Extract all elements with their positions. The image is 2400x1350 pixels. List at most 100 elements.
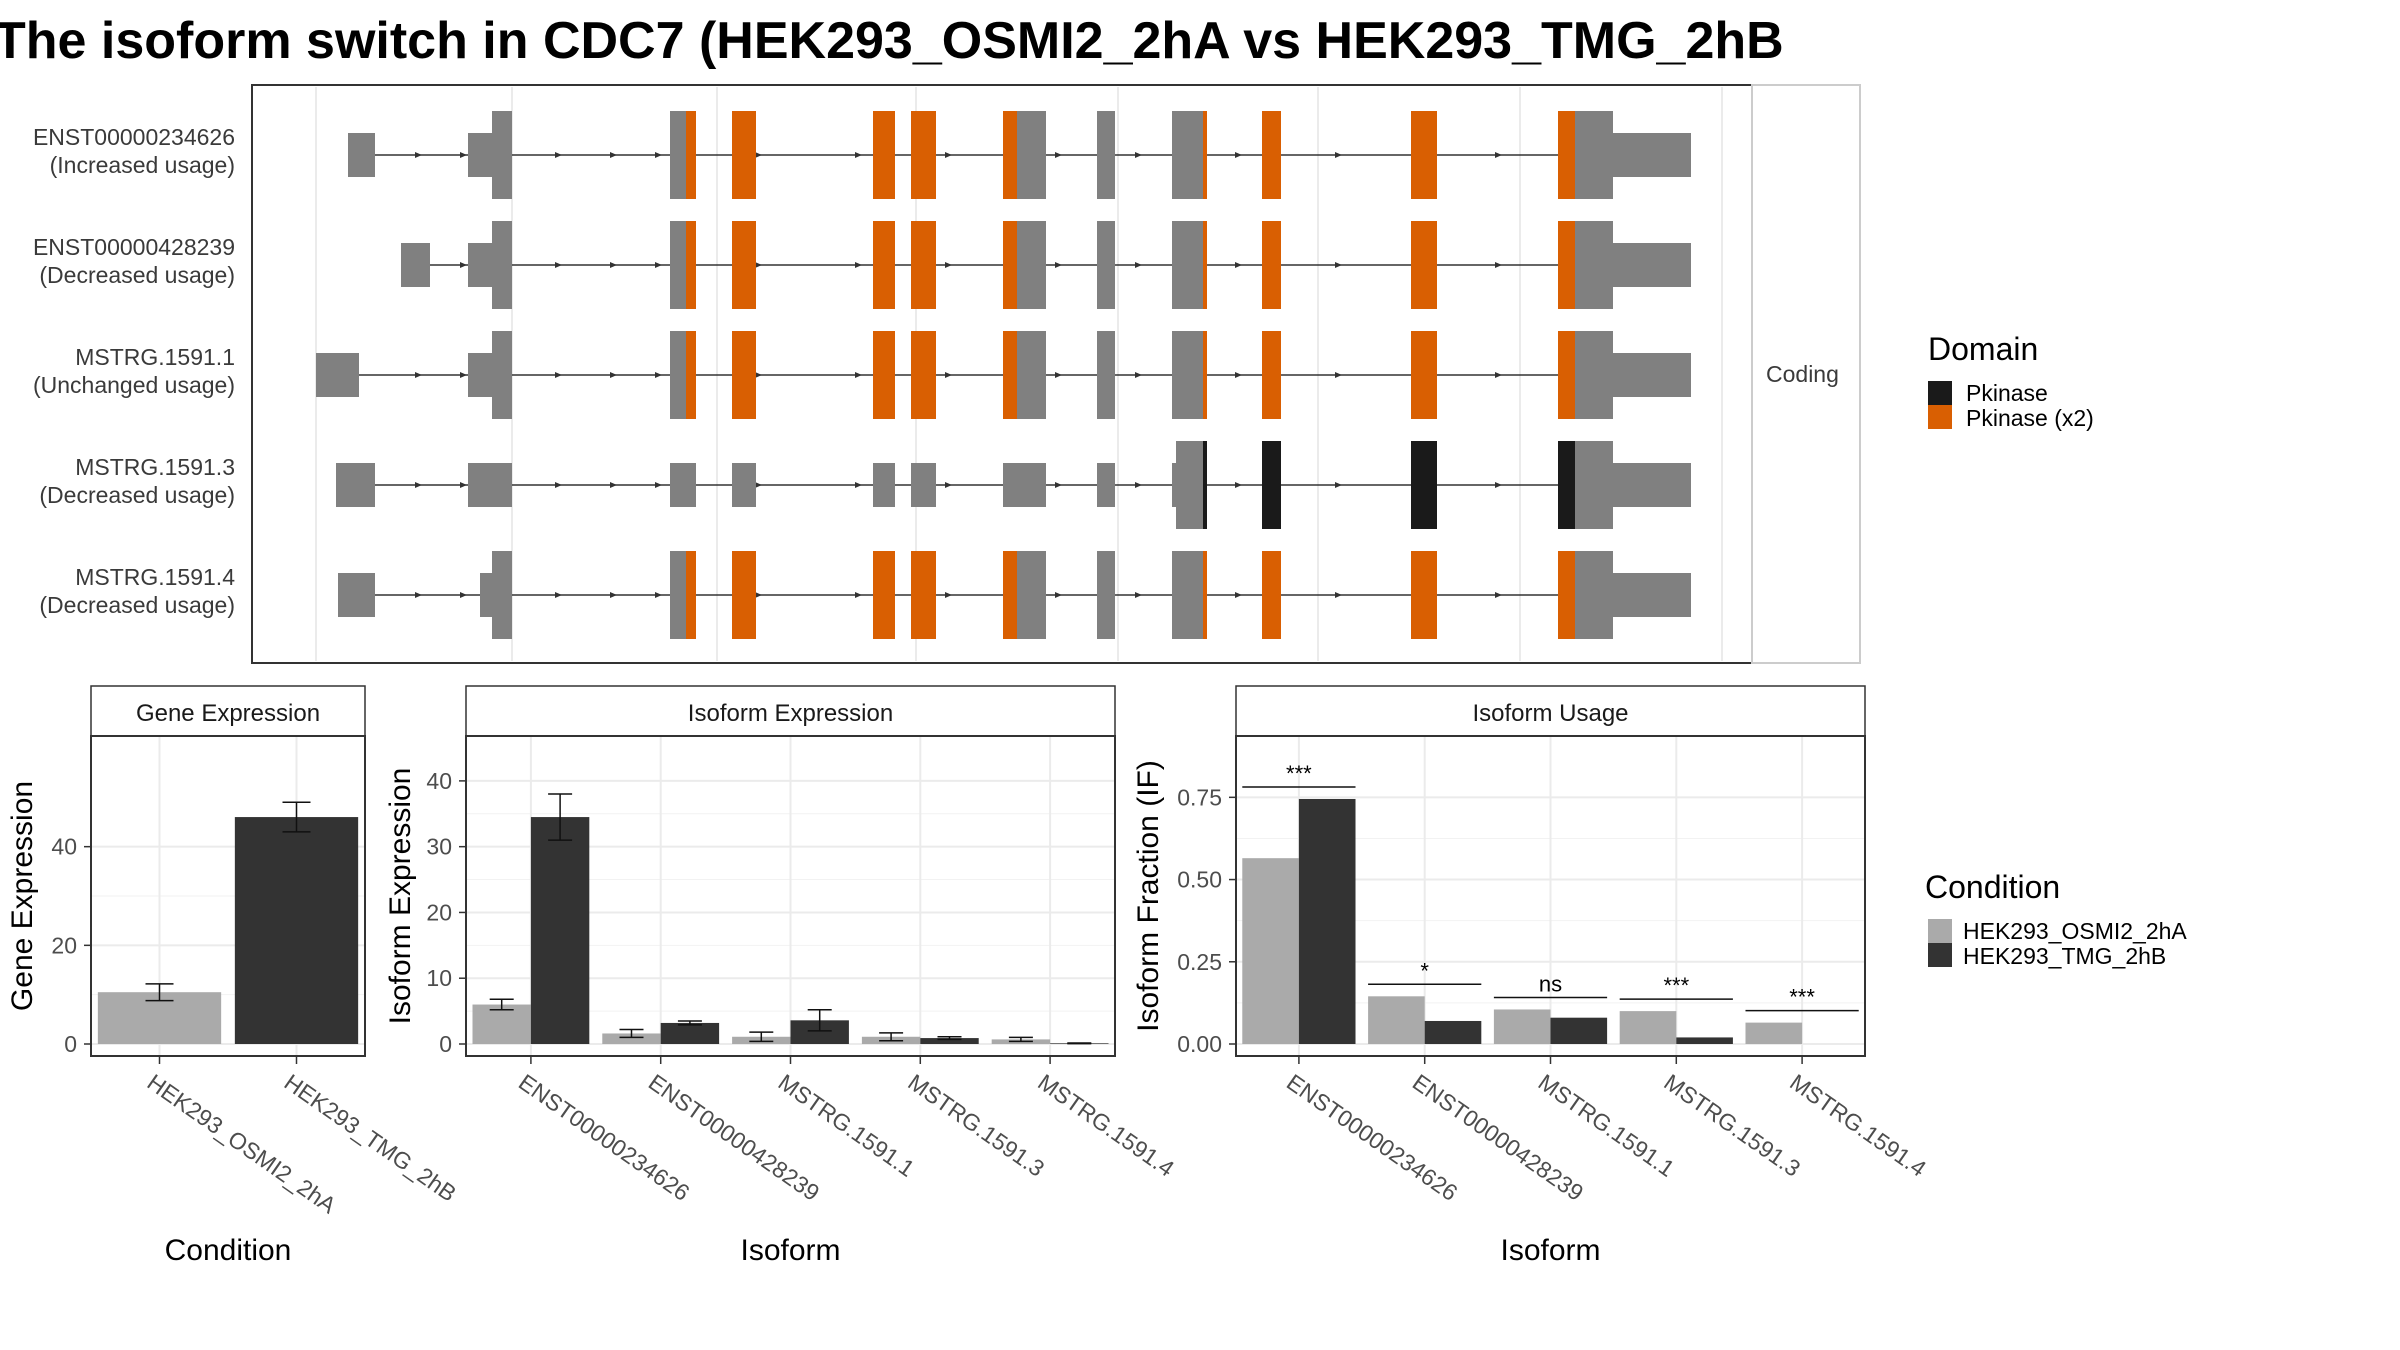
- cds-exon: [1575, 441, 1613, 529]
- isoform-expression-strip-label: Isoform Expression: [688, 700, 893, 727]
- cds-exon: [1575, 331, 1613, 419]
- bar: [234, 817, 359, 1044]
- transcript-usage-label: (Increased usage): [50, 152, 235, 178]
- intron-arrow: [1495, 482, 1502, 488]
- pkinase-domain: [1003, 331, 1017, 419]
- intron-arrow: [555, 482, 562, 488]
- cds-exon: [1097, 221, 1115, 309]
- pkinase-domain: [1262, 551, 1281, 639]
- intron-arrow: [610, 262, 617, 268]
- pkinase-domain: [1411, 441, 1437, 529]
- pkinase-domain: [1003, 221, 1017, 309]
- gene-structure-panel: Coding ENST00000234626(Increased usage)E…: [33, 84, 1861, 664]
- intron-arrow: [1055, 592, 1062, 598]
- pkinase-domain: [873, 551, 895, 639]
- pkinase-domain: [686, 221, 696, 309]
- pkinase-domain: [732, 331, 756, 419]
- utr-exon: [468, 353, 492, 397]
- condition-legend: Condition HEK293_OSMI2_2hA HEK293_TMG_2h…: [1925, 869, 2187, 969]
- utr-exon: [1612, 243, 1691, 287]
- transcript-track: [316, 331, 1691, 419]
- pkinase-domain: [1558, 331, 1575, 419]
- significance-label: ns: [1539, 971, 1562, 996]
- intron-arrow: [610, 482, 617, 488]
- pkinase-domain: [1558, 221, 1575, 309]
- utr-exon: [336, 463, 375, 507]
- pkinase-domain: [1558, 551, 1575, 639]
- intron-arrow: [855, 262, 862, 268]
- utr-exon: [468, 463, 512, 507]
- pkinase-domain: [1203, 441, 1207, 529]
- pkinase-domain: [1003, 111, 1017, 199]
- intron-arrow: [1335, 372, 1342, 378]
- utr-exon: [316, 353, 359, 397]
- significance-label: ***: [1286, 761, 1312, 786]
- y-tick-label: 0: [64, 1031, 77, 1057]
- cds-exon: [492, 331, 512, 419]
- utr-exon: [1612, 573, 1691, 617]
- intron-arrow: [1495, 372, 1502, 378]
- intron-arrow: [1335, 262, 1342, 268]
- cds-exon: [1017, 331, 1046, 419]
- pkinase-domain: [1203, 221, 1207, 309]
- bar: [602, 1033, 661, 1044]
- cds-exon: [1172, 331, 1203, 419]
- cds-exon: [1575, 111, 1613, 199]
- intron-arrow: [855, 372, 862, 378]
- domain-legend-title: Domain: [1928, 331, 2038, 367]
- intron-arrow: [460, 372, 467, 378]
- intron-arrow: [755, 482, 762, 488]
- utr-exon: [911, 463, 936, 507]
- y-tick-label: 0.50: [1177, 867, 1222, 893]
- intron-arrow: [945, 372, 952, 378]
- utr-exon: [732, 463, 756, 507]
- x-tick-label: MSTRG.1591.3: [903, 1069, 1049, 1182]
- condition-2-legend-swatch: [1928, 943, 1952, 967]
- intron-arrow: [555, 372, 562, 378]
- transcript-track: [401, 221, 1691, 309]
- intron-arrow: [855, 152, 862, 158]
- intron-arrow: [460, 152, 467, 158]
- bar: [472, 1004, 531, 1044]
- pkinase-domain: [1262, 111, 1281, 199]
- pkinase-domain: [686, 331, 696, 419]
- utr-exon: [338, 573, 375, 617]
- intron-arrow: [945, 152, 952, 158]
- bar: [660, 1022, 720, 1044]
- isoform-usage-x-axis-title: Isoform: [1500, 1234, 1600, 1267]
- isoform-expression-y-axis-title: Isoform Expression: [384, 768, 417, 1025]
- cds-exon: [1172, 551, 1203, 639]
- cds-exon: [492, 111, 512, 199]
- intron-arrow: [1235, 482, 1242, 488]
- transcript-track: [338, 551, 1691, 639]
- significance-label: ***: [1663, 973, 1689, 998]
- bar-panels: Gene Expression02040HEK293_OSMI2_2hAHEK2…: [6, 685, 1931, 1267]
- intron-arrow: [1495, 592, 1502, 598]
- intron-arrow: [1495, 152, 1502, 158]
- pkinase-domain: [1411, 331, 1437, 419]
- pkinase-domain: [911, 221, 936, 309]
- x-tick-label: MSTRG.1591.4: [1785, 1069, 1931, 1182]
- bar: [1368, 996, 1425, 1044]
- cds-exon: [1575, 551, 1613, 639]
- transcript-usage-label: (Decreased usage): [39, 262, 235, 288]
- bar: [1676, 1037, 1733, 1044]
- intron-arrow: [1335, 592, 1342, 598]
- significance-label: *: [1420, 958, 1429, 983]
- utr-exon: [1612, 463, 1691, 507]
- intron-arrow: [610, 592, 617, 598]
- pkinase-domain: [1262, 331, 1281, 419]
- intron-arrow: [1055, 482, 1062, 488]
- intron-arrow: [655, 152, 662, 158]
- pkinase-domain: [1558, 111, 1575, 199]
- intron-arrow: [1055, 152, 1062, 158]
- bar: [1424, 1020, 1482, 1044]
- bar: [1619, 1011, 1677, 1044]
- intron-arrow: [415, 482, 422, 488]
- pkinase-domain: [1262, 221, 1281, 309]
- intron-arrow: [1055, 372, 1062, 378]
- cds-exon: [492, 551, 512, 639]
- pkinase-domain: [873, 111, 895, 199]
- intron-arrow: [755, 262, 762, 268]
